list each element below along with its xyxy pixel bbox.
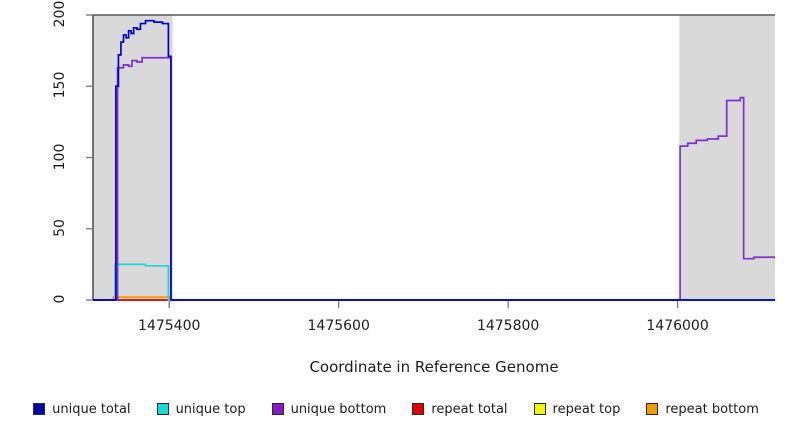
y-tick-label: 150 [52, 71, 68, 99]
chart-legend: unique total unique top unique bottom repea… [0, 398, 792, 420]
legend-label: repeat bottom [665, 401, 759, 417]
legend-item-unique-top: unique top [156, 401, 246, 417]
series-unique-top [93, 263, 775, 301]
legend-label: repeat top [552, 401, 621, 417]
x-tick-label: 1475800 [476, 318, 540, 334]
legend-label: unique total [52, 401, 131, 417]
legend-swatch-icon [271, 403, 284, 415]
data-series-layer [93, 19, 775, 301]
axis-lines [86, 14, 775, 308]
x-tick-label: 1475400 [138, 318, 201, 334]
legend-swatch-icon [412, 403, 425, 415]
legend-swatch-icon [533, 403, 546, 415]
y-tick-label: 0 [52, 294, 68, 304]
y-tick-label: 100 [52, 143, 68, 170]
x-tick-label: 1475600 [307, 318, 370, 334]
legend-label: unique bottom [290, 401, 387, 417]
series-unique-bottom [93, 56, 775, 301]
series-unique-total [93, 19, 775, 301]
y-tick-label: 50 [52, 218, 68, 237]
legend-item-repeat-top: repeat top [533, 401, 621, 417]
legend-item-repeat-bottom: repeat bottom [646, 402, 759, 417]
legend-label: unique top [175, 401, 246, 417]
legend-item-unique-bottom: unique bottom [271, 401, 387, 417]
x-tick-label: 1476000 [646, 318, 709, 334]
legend-item-unique-total: unique total [33, 401, 131, 417]
shaded-region-1 [679, 15, 775, 300]
legend-swatch-icon [33, 403, 46, 415]
x-axis-title: Coordinate in Reference Genome [309, 358, 559, 376]
y-tick-label: 200 [52, 0, 68, 28]
legend-swatch-icon [646, 403, 659, 415]
legend-label: repeat total [431, 401, 508, 417]
legend-item-repeat-total: repeat total [412, 401, 508, 417]
legend-swatch-icon [156, 403, 169, 415]
shaded-regions [93, 15, 775, 300]
